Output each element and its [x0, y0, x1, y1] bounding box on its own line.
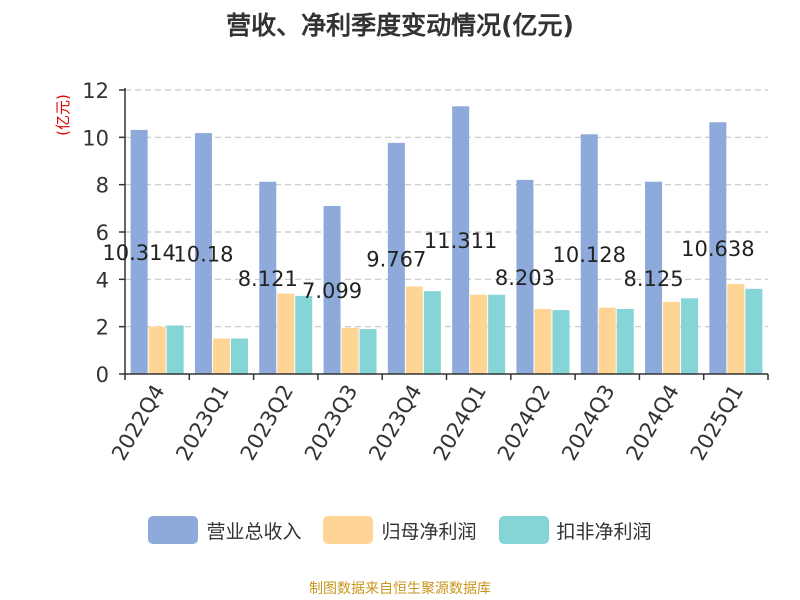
bar-series3-2023Q1 [230, 338, 248, 374]
x-tick-label: 2022Q4 [107, 381, 169, 465]
x-tick-label: 2024Q4 [621, 381, 683, 465]
bar-series1-2023Q1 [194, 133, 212, 374]
bar-series2-2023Q3 [341, 327, 359, 374]
bar-series1-2022Q4 [130, 129, 148, 374]
data-label: 8.125 [623, 267, 683, 291]
x-tick-label: 2024Q1 [429, 381, 491, 465]
bars [130, 106, 763, 374]
legend-label: 扣非净利润 [556, 520, 652, 543]
y-tick-label: 6 [96, 221, 109, 245]
data-label: 10.638 [681, 237, 754, 261]
bar-series3-2022Q4 [166, 325, 184, 374]
data-label: 9.767 [366, 247, 426, 271]
bar-series3-2023Q4 [423, 291, 441, 374]
bar-series2-2024Q3 [598, 307, 616, 374]
x-tick-label: 2024Q2 [493, 381, 555, 465]
legend-item-3[interactable]: 扣非净利润 [498, 516, 652, 544]
bar-series2-2025Q1 [727, 284, 745, 374]
bar-series3-2023Q2 [295, 295, 313, 374]
legend-label: 营业总收入 [206, 520, 302, 543]
legend-swatch [323, 516, 374, 544]
y-tick-label: 10 [82, 126, 109, 150]
bar-series1-2024Q4 [645, 181, 663, 374]
bar-series1-2023Q3 [323, 205, 341, 374]
x-tick-label: 2025Q1 [686, 381, 748, 465]
bar-series1-2025Q1 [709, 122, 727, 374]
x-tick-label: 2023Q1 [171, 381, 233, 465]
bar-series3-2025Q1 [745, 288, 763, 374]
data-labels: 10.31410.188.1217.0999.76711.3118.20310.… [102, 229, 754, 303]
bar-series2-2024Q2 [534, 308, 552, 374]
bar-series2-2023Q1 [212, 338, 230, 374]
y-tick-label: 0 [96, 363, 109, 387]
bar-series2-2024Q1 [470, 294, 488, 374]
bar-series1-2023Q4 [387, 142, 405, 374]
bar-series1-2023Q2 [259, 181, 277, 374]
legend-item-2[interactable]: 归母净利润 [323, 516, 477, 544]
legend-label: 归母净利润 [381, 520, 477, 543]
data-label: 10.314 [102, 241, 175, 265]
bar-series3-2024Q4 [681, 298, 699, 374]
legend: 营业总收入 归母净利润 扣非净利润 [0, 516, 800, 544]
data-label: 10.128 [553, 243, 626, 267]
legend-swatch [148, 516, 199, 544]
data-label: 11.311 [424, 229, 497, 253]
bar-series2-2023Q2 [277, 293, 295, 374]
y-tick-label: 2 [96, 316, 109, 340]
data-label: 7.099 [302, 279, 362, 303]
y-tick-label: 8 [96, 174, 109, 198]
bar-series3-2024Q2 [552, 310, 570, 374]
gridlines [125, 89, 768, 328]
data-label: 8.121 [238, 267, 298, 291]
bar-series1-2024Q2 [516, 179, 534, 374]
y-tick-label: 12 [82, 79, 109, 103]
y-axis-label: (亿元) [54, 94, 72, 136]
data-label: 10.18 [173, 243, 233, 267]
bar-series3-2024Q3 [616, 308, 634, 374]
chart-title: 营收、净利季度变动情况(亿元) [226, 11, 574, 40]
bar-series2-2024Q4 [663, 301, 681, 374]
data-label: 8.203 [495, 266, 555, 290]
x-tick-label: 2023Q2 [236, 381, 298, 465]
bar-series3-2024Q1 [488, 294, 506, 374]
x-tick-label: 2023Q4 [364, 381, 426, 465]
legend-item-1[interactable]: 营业总收入 [148, 516, 301, 544]
x-tick-label: 2023Q3 [300, 381, 362, 465]
bar-series1-2024Q1 [452, 106, 470, 374]
bar-series1-2024Q3 [580, 134, 598, 374]
bar-series2-2023Q4 [405, 286, 423, 374]
source-note: 制图数据来自恒生聚源数据库 [309, 581, 491, 597]
y-tick-label: 4 [96, 268, 109, 292]
bar-series2-2022Q4 [148, 326, 166, 374]
bar-series3-2023Q3 [359, 329, 377, 374]
x-tick-label: 2024Q3 [557, 381, 619, 465]
legend-swatch [498, 516, 549, 544]
